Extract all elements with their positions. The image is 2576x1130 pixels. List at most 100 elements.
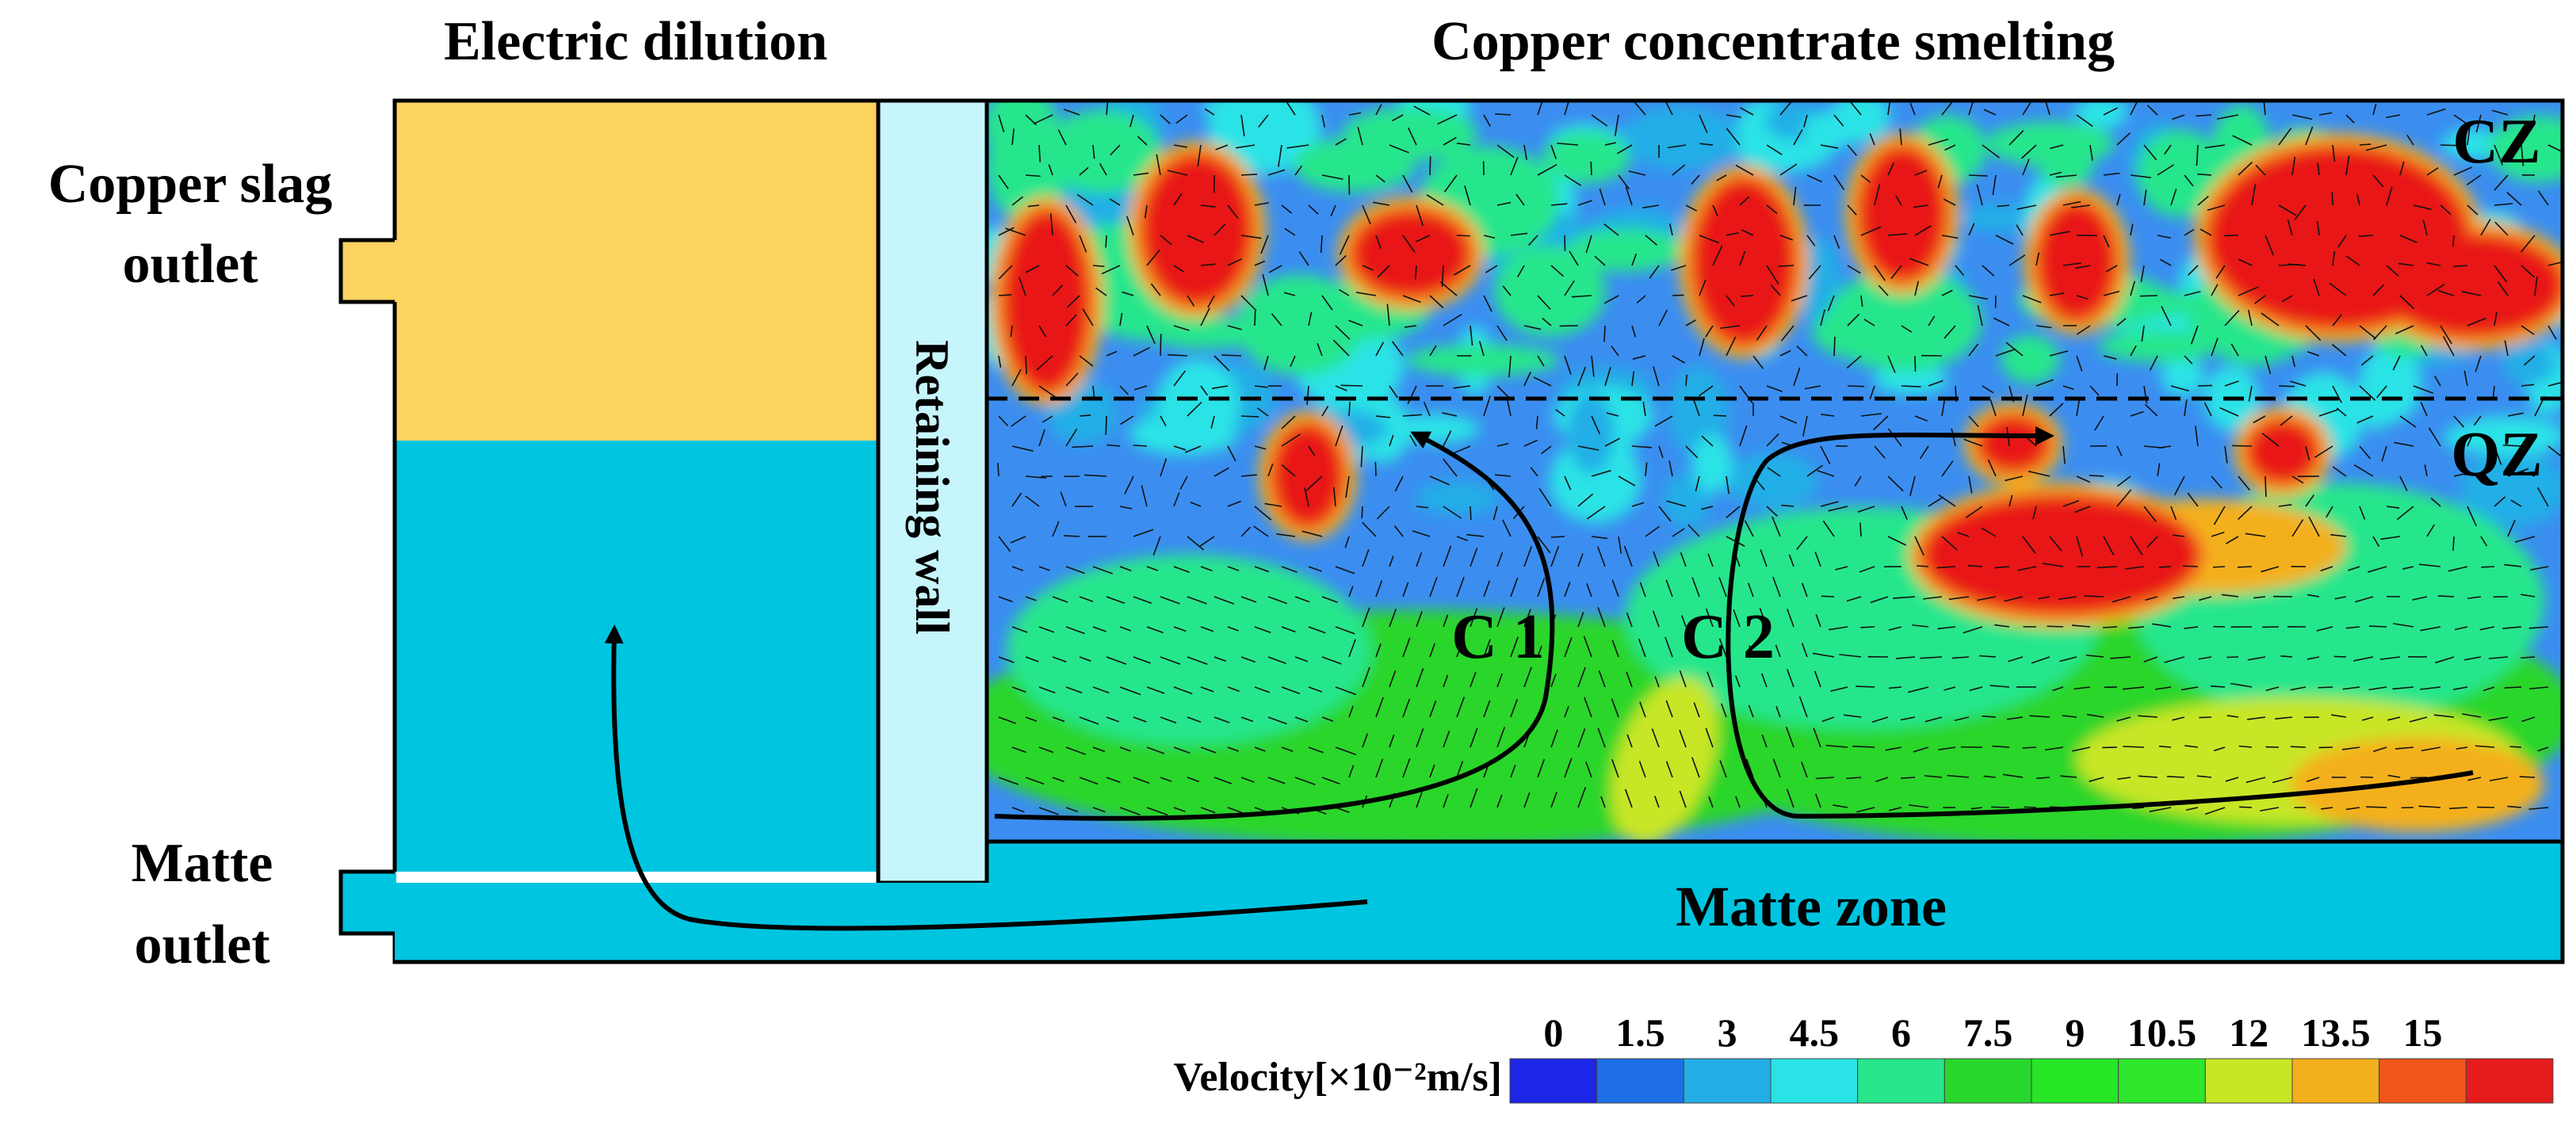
colorbar-cells [1510, 1059, 2553, 1103]
velocity-vector [2453, 235, 2454, 246]
velocity-vector [1860, 627, 1875, 628]
matte-outlet-label-line1: Matte [132, 833, 273, 894]
matte-outlet-stub [341, 872, 396, 933]
c2-label: C 2 [1681, 602, 1775, 672]
matte-outlet-label-line2: outlet [134, 914, 269, 975]
copper-slag-outlet-stub [341, 240, 396, 302]
contour-blob [1696, 182, 1791, 341]
contour-blob [1568, 392, 1615, 473]
velocity-vector [2360, 144, 2371, 145]
velocity-vector [1241, 174, 1257, 175]
velocity-vector [1133, 445, 1147, 446]
velocity-vector [2211, 686, 2225, 687]
velocity-vector [2369, 626, 2387, 627]
colorbar-cell [1771, 1059, 1858, 1103]
velocity-vector [2279, 386, 2295, 387]
contour-blob [2001, 335, 2060, 384]
velocity-vector [2123, 746, 2144, 747]
velocity-vector [2438, 596, 2454, 597]
contour-blob [2291, 737, 2544, 832]
colorbar-cell [1510, 1059, 1597, 1103]
velocity-vector [1860, 522, 1861, 536]
velocity-vector [2089, 475, 2104, 476]
contour-blob [1863, 151, 1942, 277]
velocity-vector [1470, 506, 1471, 520]
contour-blob [2501, 343, 2555, 384]
velocity-vector [2505, 687, 2521, 688]
velocity-vector [1160, 334, 1161, 356]
contour-blob [1727, 452, 1818, 509]
velocity-vector [1779, 265, 1794, 266]
contour-blob [2041, 206, 2112, 317]
velocity-vector [2200, 717, 2211, 718]
velocity-vector [1672, 295, 1684, 296]
matte-zone-label: Matte zone [1676, 875, 1947, 938]
colorbar-tick-label: 0 [1543, 1010, 1563, 1055]
velocity-vector [1221, 355, 1241, 356]
velocity-vector [2103, 627, 2117, 628]
contour-blob [2161, 356, 2204, 395]
colorbar-cell [2292, 1059, 2379, 1103]
colorbar-tick-label: 10.5 [2127, 1010, 2197, 1055]
contour-blob [1343, 107, 1477, 161]
colorbar-tick-label: 6 [1891, 1010, 1911, 1055]
contour-blob [1416, 481, 1500, 515]
contour-blob [1926, 499, 2196, 610]
c1-label: C 1 [1451, 602, 1545, 672]
velocity-vector [1241, 416, 1259, 417]
velocity-vector [2509, 746, 2521, 747]
retaining-wall-label: Retaining wall [906, 340, 958, 635]
contour-blob [1986, 121, 2115, 166]
contour-blob [1007, 555, 1371, 745]
velocity-vector [1551, 536, 1565, 537]
velocity-vector [2332, 193, 2333, 205]
velocity-vector [2453, 536, 2454, 551]
contour-blob [1494, 246, 1606, 337]
colorbar-cell [1944, 1059, 2031, 1103]
contour-blob [1145, 158, 1248, 301]
slag-layer [395, 101, 878, 441]
velocity-vector [1856, 686, 1875, 687]
velocity-vector [1375, 462, 1376, 476]
contour-blob [1982, 420, 2045, 468]
colorbar-cell [2205, 1059, 2292, 1103]
velocity-vector [999, 295, 1011, 296]
contour-blob [2251, 424, 2314, 479]
contour-blob [1812, 304, 1922, 360]
contour-blob [2386, 238, 2560, 333]
velocity-vector [2085, 596, 2104, 597]
velocity-vector [1604, 326, 1605, 342]
matte-zone-extension [395, 883, 989, 962]
colorbar-tick-label: 3 [1718, 1010, 1737, 1055]
colorbar-cell [2031, 1059, 2119, 1103]
velocity-vector [998, 463, 999, 476]
colorbar-cell [1858, 1059, 1945, 1103]
colorbar-tick-label: 15 [2403, 1010, 2443, 1055]
colorbar-tick-label: 1.5 [1615, 1010, 1665, 1055]
colorbar-cell [2379, 1059, 2467, 1103]
contour-blob [1355, 214, 1466, 293]
contour-blob [1406, 344, 1559, 376]
velocity-vector [1848, 386, 1864, 387]
velocity-vector [1341, 385, 1363, 386]
velocity-vector [2291, 746, 2306, 747]
colorbar-cell [2119, 1059, 2206, 1103]
colorbar-title: Velocity[×10⁻²m/s] [1174, 1055, 1502, 1100]
colorbar-tick-label: 4.5 [1790, 1010, 1840, 1055]
contour-blob [1622, 106, 1739, 170]
velocity-vector [1915, 356, 1916, 372]
velocity-vector [1901, 386, 1921, 387]
velocity-vector [1821, 596, 1834, 597]
matte-layer-dilution [395, 441, 878, 872]
copper-slag-outlet-label-line2: outlet [122, 234, 258, 295]
copper-concentrate-smelting-label: Copper concentrate smelting [1431, 11, 2115, 72]
colorbar-tick-label: 9 [2065, 1010, 2085, 1055]
colorbar-tick-label: 7.5 [1963, 1010, 2013, 1055]
cz-label: CZ [2452, 107, 2540, 177]
colorbar-tick-label: 12 [2229, 1010, 2268, 1055]
velocity-vector [2047, 626, 2063, 627]
velocity-vector [2265, 476, 2266, 497]
colorbar-cell [2466, 1059, 2553, 1103]
